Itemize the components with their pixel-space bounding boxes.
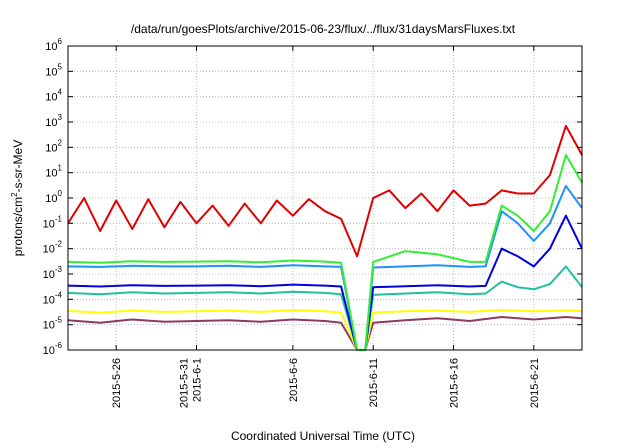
y-tick-label: 100: [45, 189, 62, 205]
y-tick-label: 104: [45, 88, 62, 104]
x-tick-label: 2015-6-16: [449, 358, 461, 408]
y-tick-label: 102: [45, 138, 62, 154]
series-layer: [67, 124, 583, 351]
x-tick-label: 2015-5-31: [179, 358, 191, 408]
y-tick-label: 106: [45, 37, 62, 53]
x-tick-label: 2015-6-1: [192, 358, 204, 402]
grid-layer: [68, 46, 582, 350]
y-tick-label: 103: [45, 113, 62, 129]
y-tick-label: 10-5: [43, 316, 63, 332]
x-axis-label: Coordinated Universal Time (UTC): [231, 429, 415, 443]
series-line-2: [67, 265, 583, 351]
series-line-1: [67, 309, 583, 351]
series-line-6: [67, 124, 583, 258]
y-tick-label: 10-6: [43, 341, 63, 357]
x-tick-label: 2015-5-26: [111, 358, 123, 408]
x-tick-label: 2015-6-21: [529, 358, 541, 408]
y-tick-label: 105: [45, 62, 62, 78]
x-tick-label: 2015-6-11: [368, 358, 380, 407]
x-tick-label: 2015-6-6: [288, 358, 300, 402]
y-tick-label: 10-1: [43, 214, 63, 230]
axis-layer: 10-6 10-5 10-4 10-3 10-2 10-1 100 101 102 103 104 1…: [43, 37, 582, 408]
y-tick-label: 10-2: [43, 240, 63, 256]
chart-title: /data/run/goesPlots/archive/2015-06-23/f…: [131, 22, 516, 36]
y-tick-label: 10-3: [43, 265, 63, 281]
plot-frame: [67, 45, 583, 351]
y-tick-label: 10-4: [43, 290, 63, 306]
series-line-0: [67, 316, 583, 351]
y-axis-label: protons/cm2-s-sr-MeV: [10, 140, 25, 256]
y-tick-label: 101: [45, 164, 62, 180]
